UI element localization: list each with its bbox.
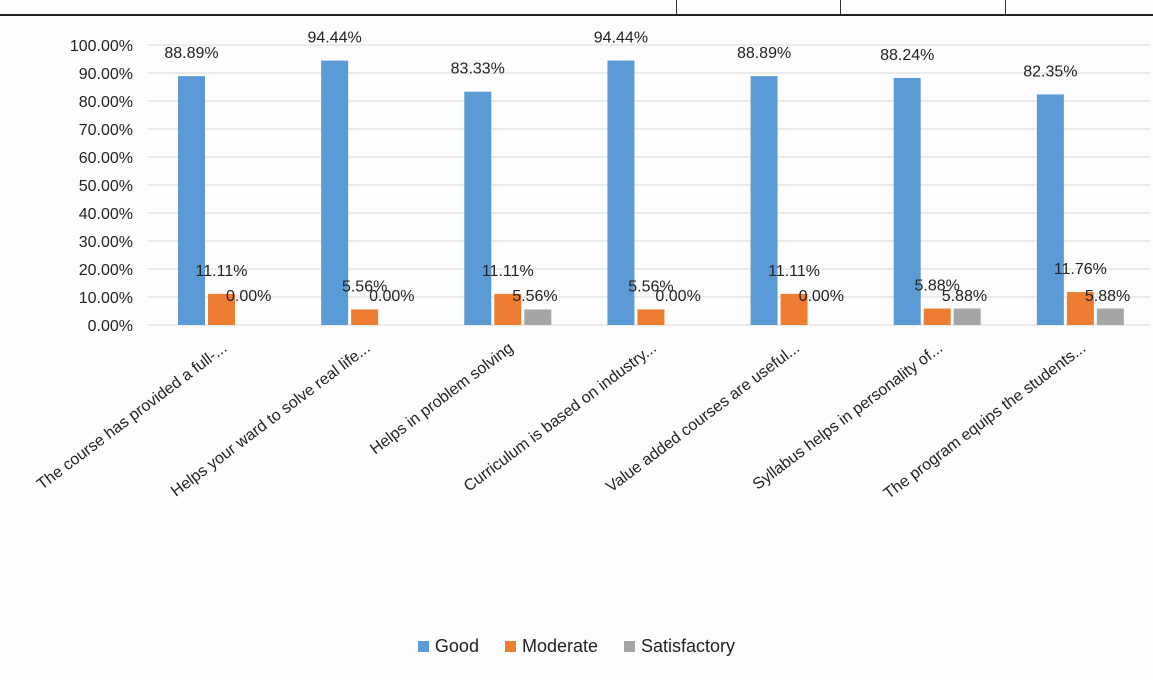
y-tick-label: 10.00% [79,290,133,307]
legend-label: Satisfactory [641,636,736,656]
data-label: 5.56% [342,278,387,295]
data-label: 5.88% [942,288,987,305]
data-label: 83.33% [451,61,505,78]
legend-item-satisfactory: Satisfactory [624,636,735,657]
y-tick-label: 60.00% [79,150,133,167]
bar-moderate [351,309,379,325]
table-cell-divider [840,0,841,15]
data-label: 0.00% [655,288,700,305]
data-label: 0.00% [226,288,271,305]
bar-moderate [1066,292,1094,325]
data-label: 5.56% [628,278,673,295]
data-label: 11.11% [482,263,534,280]
bar-moderate [780,293,808,325]
legend-label: Good [434,636,479,656]
table-top-border [0,14,1153,16]
data-label: 88.89% [164,45,218,62]
data-label: 11.76% [1054,261,1107,278]
data-label: 82.35% [1023,63,1077,80]
bar-good [1036,94,1064,325]
bar-good [607,60,635,326]
legend-swatch [417,641,429,652]
data-label: 94.44% [308,30,362,47]
y-tick-label: 70.00% [79,122,133,139]
y-tick-label: 20.00% [79,262,133,279]
y-tick-label: 100.00% [70,38,133,55]
data-label: 94.44% [594,30,648,47]
bar-moderate [208,293,235,325]
y-tick-label: 80.00% [79,94,133,111]
y-tick-label: 0.00% [88,318,133,335]
bar-good [321,60,349,326]
data-label: 5.56% [512,288,557,305]
legend-item-good: Good [417,636,479,657]
data-label: 0.00% [799,288,844,305]
data-label: 5.88% [1085,288,1130,305]
table-cell-divider [1005,0,1006,15]
bar-moderate [494,293,522,325]
data-label: 88.24% [880,47,934,64]
bar-moderate [923,308,951,325]
legend-item-moderate: Moderate [504,636,599,657]
y-tick-label: 30.00% [79,234,133,251]
y-tick-label: 90.00% [79,66,133,83]
bar-good [464,91,492,326]
bar-satisfactory [953,308,981,325]
bars [178,60,1124,326]
y-axis-ticks: 0.00% 10.00% 20.00% 30.00% 40.00% 50.00% 60.00… [70,38,133,335]
legend: Good Moderate Satisfactory [0,636,1153,657]
data-label: 5.88% [915,278,960,295]
legend-swatch [624,641,636,652]
data-label: 11.11% [768,263,820,280]
bar-satisfactory [524,309,552,325]
bar-moderate [637,309,665,325]
category-label: Helps in problem solving [367,340,516,458]
bar-satisfactory [1096,308,1124,325]
gridlines [148,44,1150,326]
y-tick-label: 50.00% [79,178,133,195]
data-label: 11.11% [196,263,248,280]
data-label: 88.89% [737,45,791,62]
table-cell-divider [676,0,677,15]
category-labels: The course has provided a full-...Helps … [34,340,1089,503]
bar-good [178,76,205,325]
data-label: 0.00% [369,288,414,305]
legend-swatch [504,641,516,652]
y-tick-label: 40.00% [79,206,133,223]
bar-good [750,76,778,325]
legend-label: Moderate [521,636,599,656]
bar-good [893,77,921,325]
data-labels: 88.89%11.11%0.00%94.44%5.56%0.00%83.33%1… [164,30,1130,305]
